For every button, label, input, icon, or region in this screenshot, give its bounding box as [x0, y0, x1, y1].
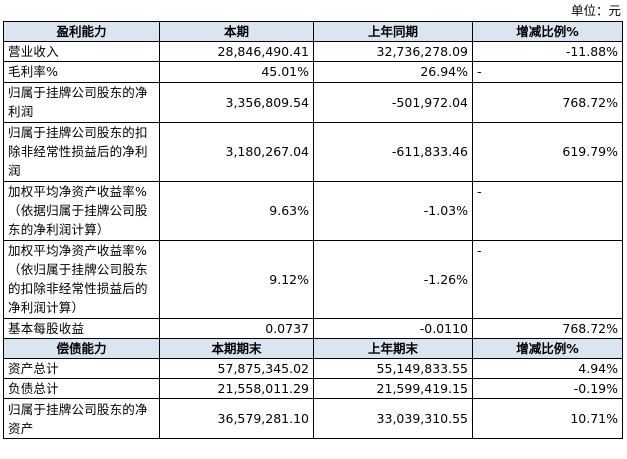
previous-value: -611,833.46: [313, 121, 473, 182]
table-row: 归属于挂牌公司股东的扣除非经常性损益后的净利润 3,180,267.04 -61…: [3, 121, 623, 182]
row-label: 归属于挂牌公司股东的扣除非经常性损益后的净利润: [3, 121, 160, 182]
table-row: 营业收入 28,846,490.41 32,736,278.09 -11.88%: [3, 41, 623, 63]
previous-value: 32,736,278.09: [313, 41, 473, 63]
header-current-period-end: 本期期末: [159, 337, 314, 360]
change-value: -: [472, 239, 623, 319]
previous-value: -1.03%: [313, 180, 473, 241]
current-value: 36,579,281.10: [159, 398, 314, 440]
table-row: 加权平均净资产收益率%（依归属于挂牌公司股东的扣除非经常性损益后的净利润计算） …: [3, 239, 623, 319]
current-value: 28,846,490.41: [159, 41, 314, 63]
previous-value: -501,972.04: [313, 81, 473, 123]
change-value: 768.72%: [472, 81, 623, 123]
previous-value: 21,599,419.15: [313, 378, 473, 400]
header-change-rate: 增减比例%: [472, 20, 623, 43]
change-value: 619.79%: [472, 121, 623, 182]
header-change-rate: 增减比例%: [472, 337, 623, 360]
change-value: 4.94%: [472, 358, 623, 380]
previous-value: -1.26%: [313, 239, 473, 319]
row-label: 归属于挂牌公司股东的净资产: [3, 398, 160, 440]
previous-value: 33,039,310.55: [313, 398, 473, 440]
previous-value: 55,149,833.55: [313, 358, 473, 380]
table-row: 加权平均净资产收益率%（依据归属于挂牌公司股东的净利润计算） 9.63% -1.…: [3, 180, 623, 241]
change-value: -: [472, 180, 623, 241]
change-value: 768.72%: [472, 317, 623, 339]
change-value: -11.88%: [472, 41, 623, 63]
header-solvency: 偿债能力: [3, 337, 160, 360]
financial-table: 盈利能力 本期 上年同期 增减比例% 营业收入 28,846,490.41 32…: [3, 20, 623, 440]
profit-header-row: 盈利能力 本期 上年同期 增减比例%: [3, 20, 623, 43]
current-value: 3,180,267.04: [159, 121, 314, 182]
row-label: 营业收入: [3, 41, 160, 63]
row-label: 加权平均净资产收益率%（依归属于挂牌公司股东的扣除非经常性损益后的净利润计算）: [3, 239, 160, 319]
current-value: 9.12%: [159, 239, 314, 319]
header-previous-period: 上年同期: [313, 20, 473, 43]
current-value: 9.63%: [159, 180, 314, 241]
table-row: 资产总计 57,875,345.02 55,149,833.55 4.94%: [3, 358, 623, 380]
table-row: 负债总计 21,558,011.29 21,599,419.15 -0.19%: [3, 378, 623, 400]
previous-value: 26.94%: [313, 61, 473, 83]
current-value: 21,558,011.29: [159, 378, 314, 400]
row-label: 资产总计: [3, 358, 160, 380]
current-value: 57,875,345.02: [159, 358, 314, 380]
current-value: 45.01%: [159, 61, 314, 83]
table-row: 基本每股收益 0.0737 -0.0110 768.72%: [3, 317, 623, 339]
current-value: 0.0737: [159, 317, 314, 339]
header-current-period: 本期: [159, 20, 314, 43]
current-value: 3,356,809.54: [159, 81, 314, 123]
row-label: 归属于挂牌公司股东的净利润: [3, 81, 160, 123]
row-label: 毛利率%: [3, 61, 160, 83]
row-label: 加权平均净资产收益率%（依据归属于挂牌公司股东的净利润计算）: [3, 180, 160, 241]
solvency-header-row: 偿债能力 本期期末 上年期末 增减比例%: [3, 337, 623, 360]
change-value: -0.19%: [472, 378, 623, 400]
header-previous-period-end: 上年期末: [313, 337, 473, 360]
change-value: 10.71%: [472, 398, 623, 440]
unit-label: 单位：元: [570, 3, 621, 18]
row-label: 负债总计: [3, 378, 160, 400]
table-row: 毛利率% 45.01% 26.94% -: [3, 61, 623, 83]
table-row: 归属于挂牌公司股东的净资产 36,579,281.10 33,039,310.5…: [3, 398, 623, 440]
change-value: -: [472, 61, 623, 83]
header-profitability: 盈利能力: [3, 20, 160, 43]
previous-value: -0.0110: [313, 317, 473, 339]
table-row: 归属于挂牌公司股东的净利润 3,356,809.54 -501,972.04 7…: [3, 81, 623, 123]
row-label: 基本每股收益: [3, 317, 160, 339]
